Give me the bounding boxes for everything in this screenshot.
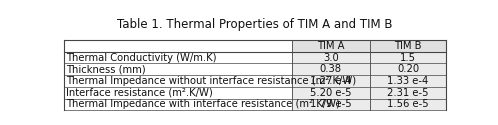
Bar [291, 99, 370, 110]
Text: Thickness (mm): Thickness (mm) [67, 64, 146, 74]
Text: Thermal Impedance with interface resistance (m².K/W): Thermal Impedance with interface resista… [67, 99, 340, 109]
Text: 2.31 e-5: 2.31 e-5 [387, 88, 429, 98]
Bar [370, 40, 446, 52]
Text: 1.33 e-4: 1.33 e-4 [387, 76, 429, 86]
Bar [291, 52, 370, 64]
Text: Table 1. Thermal Properties of TIM A and TIM B: Table 1. Thermal Properties of TIM A and… [118, 18, 393, 31]
Bar [64, 99, 291, 110]
Text: 3.0: 3.0 [323, 53, 339, 63]
Text: TIM A: TIM A [317, 41, 345, 51]
Text: 5.20 e-5: 5.20 e-5 [310, 88, 352, 98]
Bar [64, 64, 291, 75]
Bar [370, 99, 446, 110]
Bar [370, 87, 446, 99]
Text: 1.79 e-5: 1.79 e-5 [310, 99, 352, 109]
Text: 0.20: 0.20 [397, 64, 419, 74]
Text: Interface resistance (m².K/W): Interface resistance (m².K/W) [67, 88, 213, 98]
Bar [370, 52, 446, 64]
Bar [370, 64, 446, 75]
Bar [370, 75, 446, 87]
Text: TIM B: TIM B [394, 41, 422, 51]
Bar [64, 75, 291, 87]
Bar [291, 75, 370, 87]
Bar [64, 40, 291, 52]
Text: 0.38: 0.38 [320, 64, 342, 74]
Bar [291, 87, 370, 99]
Text: 1.56 e-5: 1.56 e-5 [387, 99, 429, 109]
Bar [291, 40, 370, 52]
Bar [291, 64, 370, 75]
Text: Thermal Impedance without interface resistance (m².K/W): Thermal Impedance without interface resi… [67, 76, 357, 86]
Text: Thermal Conductivity (W/m.K): Thermal Conductivity (W/m.K) [67, 53, 217, 63]
Bar [64, 87, 291, 99]
Text: 1.5: 1.5 [400, 53, 416, 63]
Bar [64, 52, 291, 64]
Text: 1.27 e-4: 1.27 e-4 [310, 76, 352, 86]
